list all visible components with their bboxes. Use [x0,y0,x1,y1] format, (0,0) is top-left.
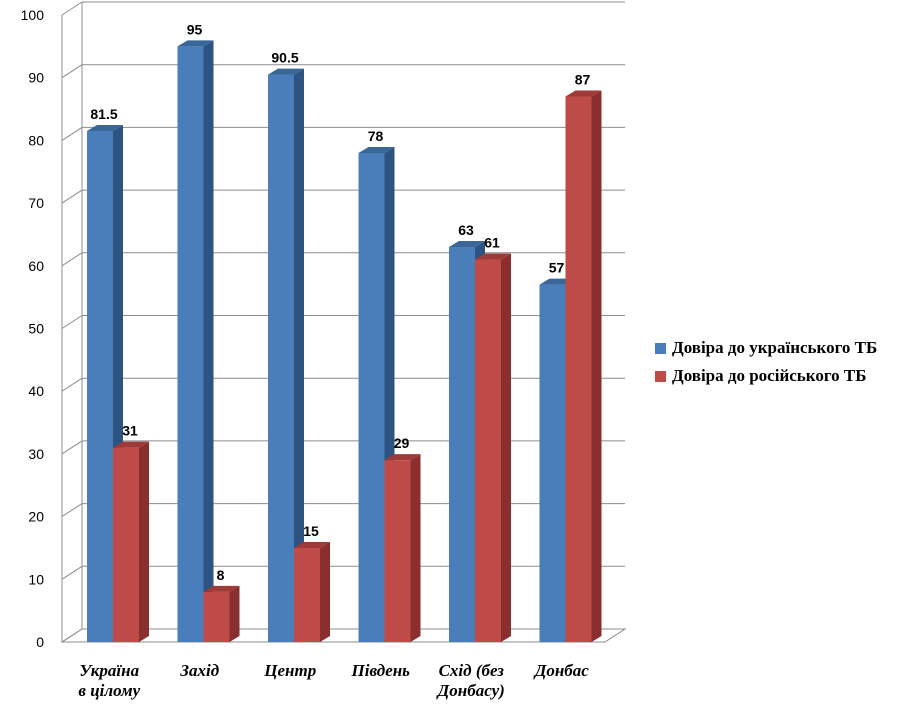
y-tick-label: 10 [28,571,44,587]
category-label: Схід (без Донбасу) [436,661,505,700]
bar-side [591,90,602,642]
bar-ukrainian-tv [358,146,395,642]
bar-russian-tv [113,441,149,642]
axes [60,2,627,643]
grid-slant [61,1,83,16]
category-label: Захід [179,661,219,680]
y-tick-label: 70 [28,195,44,211]
grid-slant [61,377,83,392]
bar-top [475,253,511,260]
bar-side [203,40,214,643]
data-label: 95 [187,21,203,37]
y-tick-label: 40 [28,383,44,399]
bar-russian-tv [565,90,602,642]
bar-russian-tv [203,585,240,642]
y-tick-label: 80 [28,132,44,148]
data-label: 57 [549,260,565,276]
category-label: Південь [351,661,411,680]
chart-floor [60,628,627,643]
grid-slant [61,503,83,518]
y-tick-label: 100 [21,7,45,23]
y-tick-label: 0 [36,634,44,650]
bar-top [268,68,304,75]
category-label: Донбас [533,661,590,680]
bar-top [384,454,421,461]
bar-front [384,460,411,642]
bar-side [410,454,421,642]
bar-front [475,259,501,642]
y-tick-label: 60 [28,258,44,274]
data-label: 87 [575,72,591,88]
data-label: 81.5 [90,106,117,122]
y-tick-label: 20 [28,509,44,525]
grid-slant [61,440,83,455]
data-label: 31 [122,423,138,439]
data-label: 29 [394,435,410,451]
bars [87,40,602,643]
legend-label-russian-tv: Довіра до російського ТБ [672,366,867,385]
data-label: 61 [484,235,500,251]
bar-top [203,585,240,592]
grid-slant [61,252,83,267]
data-label: 63 [458,222,474,238]
bar-front [449,246,475,643]
category-label: Україна в цілому [78,661,140,700]
bar-top [565,90,602,97]
bar-front [203,591,230,642]
grid-slant [61,126,83,141]
bar-russian-tv [294,541,330,642]
legend-swatch-ukrainian-tv [655,342,666,354]
x-axis-category-labels: Україна в цілому Захід Центр Південь Схід (бе… [78,661,589,700]
bar-front [539,284,566,642]
data-label: 8 [217,567,225,583]
bar-russian-tv [475,253,511,642]
data-label: 78 [368,128,384,144]
data-label: 15 [303,523,319,539]
y-axis-tick-labels: 0 10 20 30 40 50 60 70 80 90 100 [21,7,45,650]
bar-top [358,146,395,153]
bar-side [294,68,304,642]
grid-lines [61,1,625,643]
bar-front [113,447,139,642]
legend: Довіра до українського ТБ Довіра до росі… [655,334,877,390]
y-tick-label: 30 [28,446,44,462]
bar-top [87,124,123,131]
bar-front [565,96,592,642]
grid-slant [61,189,83,204]
bar-front [358,152,385,642]
grid-slant [61,565,83,580]
bar-side [320,541,330,642]
bar-front [268,74,294,642]
y-tick-label: 90 [28,70,44,86]
bar-top [449,240,485,247]
bar-ukrainian-tv [268,68,304,642]
bar-russian-tv [384,454,421,642]
category-label: Центр [263,661,316,680]
bar-side [139,441,149,642]
legend-item-ukrainian-tv: Довіра до українського ТБ [655,334,877,362]
grid-slant [61,315,83,329]
legend-label-ukrainian-tv: Довіра до українського ТБ [672,338,878,357]
bar-top [294,541,330,548]
bar-front [87,130,113,642]
bar-ukrainian-tv [177,40,214,643]
y-tick-label: 50 [28,321,44,337]
bar-front [294,547,320,642]
legend-swatch-russian-tv [655,370,666,382]
legend-item-russian-tv: Довіра до російського ТБ [655,362,877,390]
bar-front [177,46,204,643]
bar-top [113,441,149,448]
bar-side [229,585,240,642]
bar-side [501,253,511,642]
data-labels: 81.5 31 95 8 90.5 15 78 29 63 61 57 87 [90,21,590,582]
data-label: 90.5 [271,50,298,66]
bar-top [177,40,214,47]
grid-slant [61,64,83,79]
